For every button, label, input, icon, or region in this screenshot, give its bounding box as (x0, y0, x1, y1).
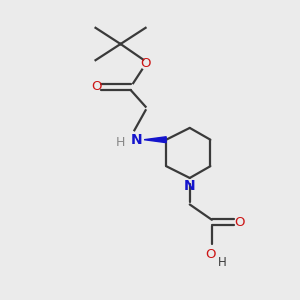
Text: O: O (91, 80, 101, 93)
Text: O: O (140, 57, 151, 70)
Text: O: O (234, 216, 244, 229)
Text: H: H (218, 256, 226, 269)
Polygon shape (144, 137, 166, 142)
Text: O: O (205, 248, 216, 261)
Text: N: N (184, 179, 196, 194)
Text: N: N (131, 133, 142, 147)
Text: H: H (116, 136, 125, 149)
